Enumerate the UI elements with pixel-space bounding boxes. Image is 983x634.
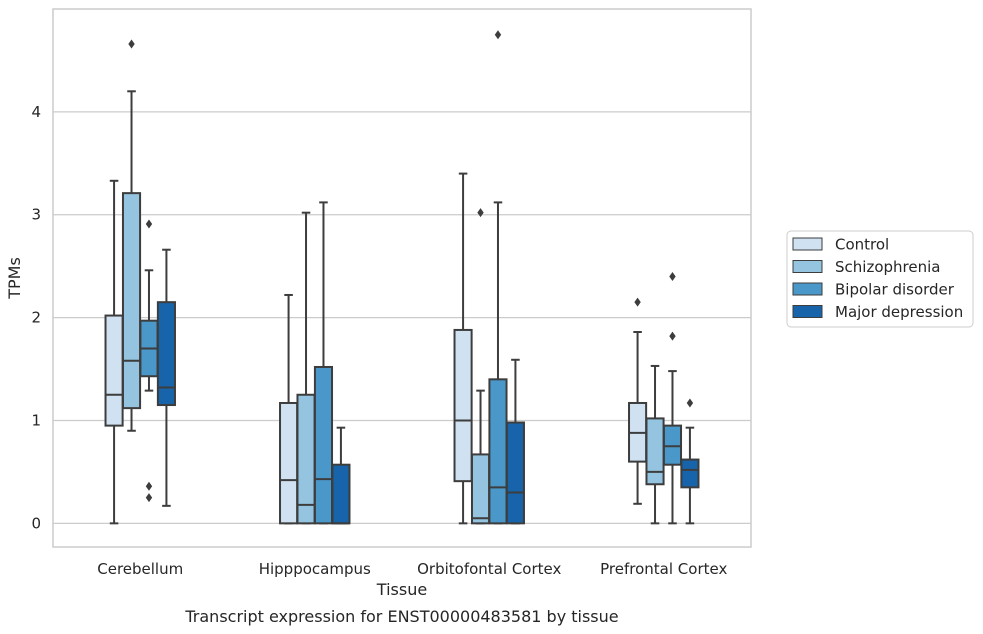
outlier-point xyxy=(477,208,484,218)
legend-frame xyxy=(786,230,974,328)
box-iqr xyxy=(453,328,473,483)
y-tick-label: 3 xyxy=(31,206,41,224)
legend-swatch xyxy=(792,260,823,273)
outlier-point xyxy=(669,271,676,281)
legend-swatch xyxy=(792,282,823,296)
x-tick-label: Prefrontal Cortex xyxy=(600,560,727,578)
box-iqr xyxy=(121,192,142,410)
y-tick-labels: 0 1 2 3 4 xyxy=(31,103,41,532)
outlier-point xyxy=(145,481,153,491)
box-0-1 xyxy=(121,39,142,432)
outlier-point xyxy=(686,398,694,408)
box-1-2 xyxy=(313,201,334,525)
x-tick-labels: Cerebellum Hipppocampus Orbitofontal Corte… xyxy=(97,560,727,578)
box-0-0 xyxy=(104,179,124,525)
outlier-point xyxy=(128,39,135,49)
chart-caption: Transcript expression for ENST0000048358… xyxy=(184,607,618,626)
box-1-3 xyxy=(331,426,351,525)
y-tick-label: 0 xyxy=(31,514,41,532)
box-0-3 xyxy=(156,248,176,507)
box-iqr xyxy=(488,378,508,525)
outlier-point xyxy=(634,297,641,307)
outlier-point xyxy=(145,493,153,503)
y-tick-label: 2 xyxy=(31,309,41,327)
y-axis-title: TPMs xyxy=(5,257,24,300)
x-tick-label: Hipppocampus xyxy=(259,560,371,578)
x-tick-label: Cerebellum xyxy=(97,560,183,578)
legend-label: Control xyxy=(835,236,889,254)
x-tick-label: Orbitofontal Cortex xyxy=(417,560,561,578)
outlier-point xyxy=(669,331,676,341)
box-3-1 xyxy=(645,364,665,525)
box-iqr xyxy=(505,421,525,525)
box-iqr xyxy=(662,424,683,466)
y-tick-label: 4 xyxy=(31,103,41,121)
box-groups xyxy=(104,30,700,525)
box-iqr xyxy=(313,365,334,525)
box-3-2 xyxy=(662,271,683,525)
legend-swatch xyxy=(792,305,823,318)
outlier-point xyxy=(145,219,153,229)
x-axis-title: Tissue xyxy=(376,580,427,599)
box-iqr xyxy=(680,458,700,489)
legend-label: Bipolar disorder xyxy=(835,281,955,299)
legend-label: Major depression xyxy=(835,303,963,321)
box-2-0 xyxy=(453,172,473,525)
box-0-2 xyxy=(139,219,159,503)
box-iqr xyxy=(279,401,299,525)
box-iqr xyxy=(104,314,124,427)
legend-swatch xyxy=(792,237,823,251)
box-iqr xyxy=(331,463,351,525)
plot-frame xyxy=(52,8,752,548)
box-2-3 xyxy=(505,358,525,525)
outlier-point xyxy=(494,30,502,40)
box-iqr xyxy=(156,301,176,407)
box-3-3 xyxy=(680,398,700,525)
box-iqr xyxy=(645,417,665,486)
box-1-1 xyxy=(296,211,316,525)
y-tick-label: 1 xyxy=(31,411,41,429)
legend: Control Schizophrenia Bipolar disorder Majo… xyxy=(786,230,974,328)
box-iqr xyxy=(470,453,491,525)
legend-label: Schizophrenia xyxy=(835,258,940,276)
